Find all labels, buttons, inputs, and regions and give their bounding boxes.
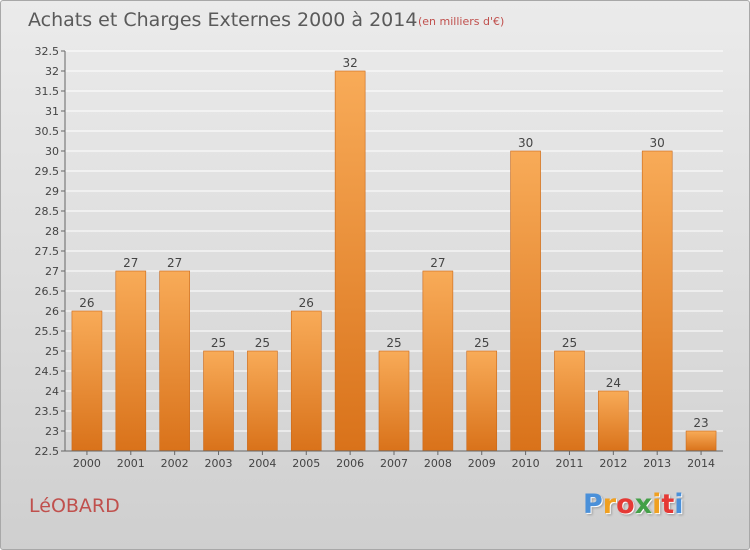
bar-2012 — [598, 390, 629, 452]
y-tick-label: 25.5 — [35, 325, 60, 338]
data-label: 32 — [342, 56, 357, 70]
y-tick-label: 23 — [45, 425, 59, 438]
x-axis-ticks: 2000 2001 2002 2003 2004 2005 2006 2007 2008 2009… — [73, 451, 715, 470]
chart-title: Achats et Charges Externes 2000 à 2014 — [28, 9, 418, 31]
data-label: 27 — [167, 256, 182, 270]
y-tick-label: 25 — [45, 345, 59, 358]
data-label: 27 — [123, 256, 138, 270]
y-tick-label: 31.5 — [35, 85, 60, 98]
data-label: 23 — [693, 416, 708, 430]
y-tick-label: 27.5 — [35, 245, 60, 258]
data-label: 25 — [562, 336, 577, 350]
x-tick-label: 2013 — [643, 457, 671, 470]
commune-name: LéOBARD — [29, 495, 120, 517]
y-axis-ticks: 22.5 23 23.5 24 24.5 25 25.5 26 26.5 27 27.5 28 28.5… — [35, 45, 65, 458]
y-tick-label: 29 — [45, 185, 59, 198]
data-label: 24 — [606, 376, 621, 390]
logo-letter: P — [583, 489, 603, 520]
bar-2002 — [159, 270, 190, 452]
x-tick-label: 2002 — [161, 457, 189, 470]
bar-2000 — [71, 310, 103, 452]
x-tick-label: 2004 — [248, 457, 276, 470]
x-tick-label: 2007 — [380, 457, 408, 470]
data-label: 25 — [386, 336, 401, 350]
x-tick-label: 2005 — [292, 457, 320, 470]
x-tick-label: 2009 — [468, 457, 496, 470]
bars: 26 27 27 25 25 26 32 25 27 25 30 25 24 30 23 — [71, 56, 717, 452]
data-label: 25 — [255, 336, 270, 350]
bar-2005 — [290, 310, 322, 452]
x-tick-label: 2011 — [555, 457, 583, 470]
y-tick-label: 30.5 — [35, 125, 60, 138]
bar-2006 — [334, 70, 366, 452]
y-tick-label: 24 — [45, 385, 59, 398]
y-tick-label: 32.5 — [35, 45, 60, 58]
data-label: 26 — [299, 296, 314, 310]
x-tick-label: 2010 — [512, 457, 540, 470]
logo-letter: i — [652, 489, 662, 520]
x-tick-label: 2012 — [599, 457, 627, 470]
x-tick-label: 2000 — [73, 457, 101, 470]
y-tick-label: 30 — [45, 145, 59, 158]
bar-2001 — [115, 270, 147, 452]
data-label: 30 — [518, 136, 533, 150]
y-tick-label: 31 — [45, 105, 59, 118]
proxiti-logo: Proxiti — [583, 489, 684, 520]
y-tick-label: 29.5 — [35, 165, 60, 178]
logo-letter: i — [674, 489, 684, 520]
data-label: 26 — [79, 296, 94, 310]
data-label: 25 — [211, 336, 226, 350]
x-tick-label: 2008 — [424, 457, 452, 470]
data-label: 27 — [430, 256, 445, 270]
y-tick-label: 28 — [45, 225, 59, 238]
data-label: 25 — [474, 336, 489, 350]
bar-2014 — [685, 430, 717, 452]
logo-letter: t — [661, 489, 675, 520]
chart-subtitle: (en milliers d'€) — [418, 15, 505, 28]
data-label: 30 — [650, 136, 665, 150]
y-tick-label: 22.5 — [35, 445, 60, 458]
x-tick-label: 2006 — [336, 457, 364, 470]
bar-2004 — [247, 350, 278, 452]
y-tick-label: 27 — [45, 265, 59, 278]
y-tick-label: 26 — [45, 305, 59, 318]
y-tick-label: 32 — [45, 65, 59, 78]
x-tick-label: 2014 — [687, 457, 715, 470]
x-tick-label: 2001 — [117, 457, 145, 470]
logo-letter: o — [616, 489, 635, 520]
bar-2008 — [422, 270, 454, 452]
bar-2007 — [378, 350, 410, 452]
bar-2013 — [641, 150, 673, 452]
bar-2010 — [510, 150, 541, 452]
bar-2003 — [203, 350, 234, 452]
y-tick-label: 26.5 — [35, 285, 60, 298]
x-tick-label: 2003 — [205, 457, 233, 470]
y-tick-label: 23.5 — [35, 405, 60, 418]
y-tick-label: 24.5 — [35, 365, 60, 378]
logo-letter: r — [602, 489, 617, 520]
logo-letter: x — [634, 489, 653, 520]
bar-2011 — [554, 350, 585, 452]
bar-2009 — [466, 350, 498, 452]
y-tick-label: 28.5 — [35, 205, 60, 218]
